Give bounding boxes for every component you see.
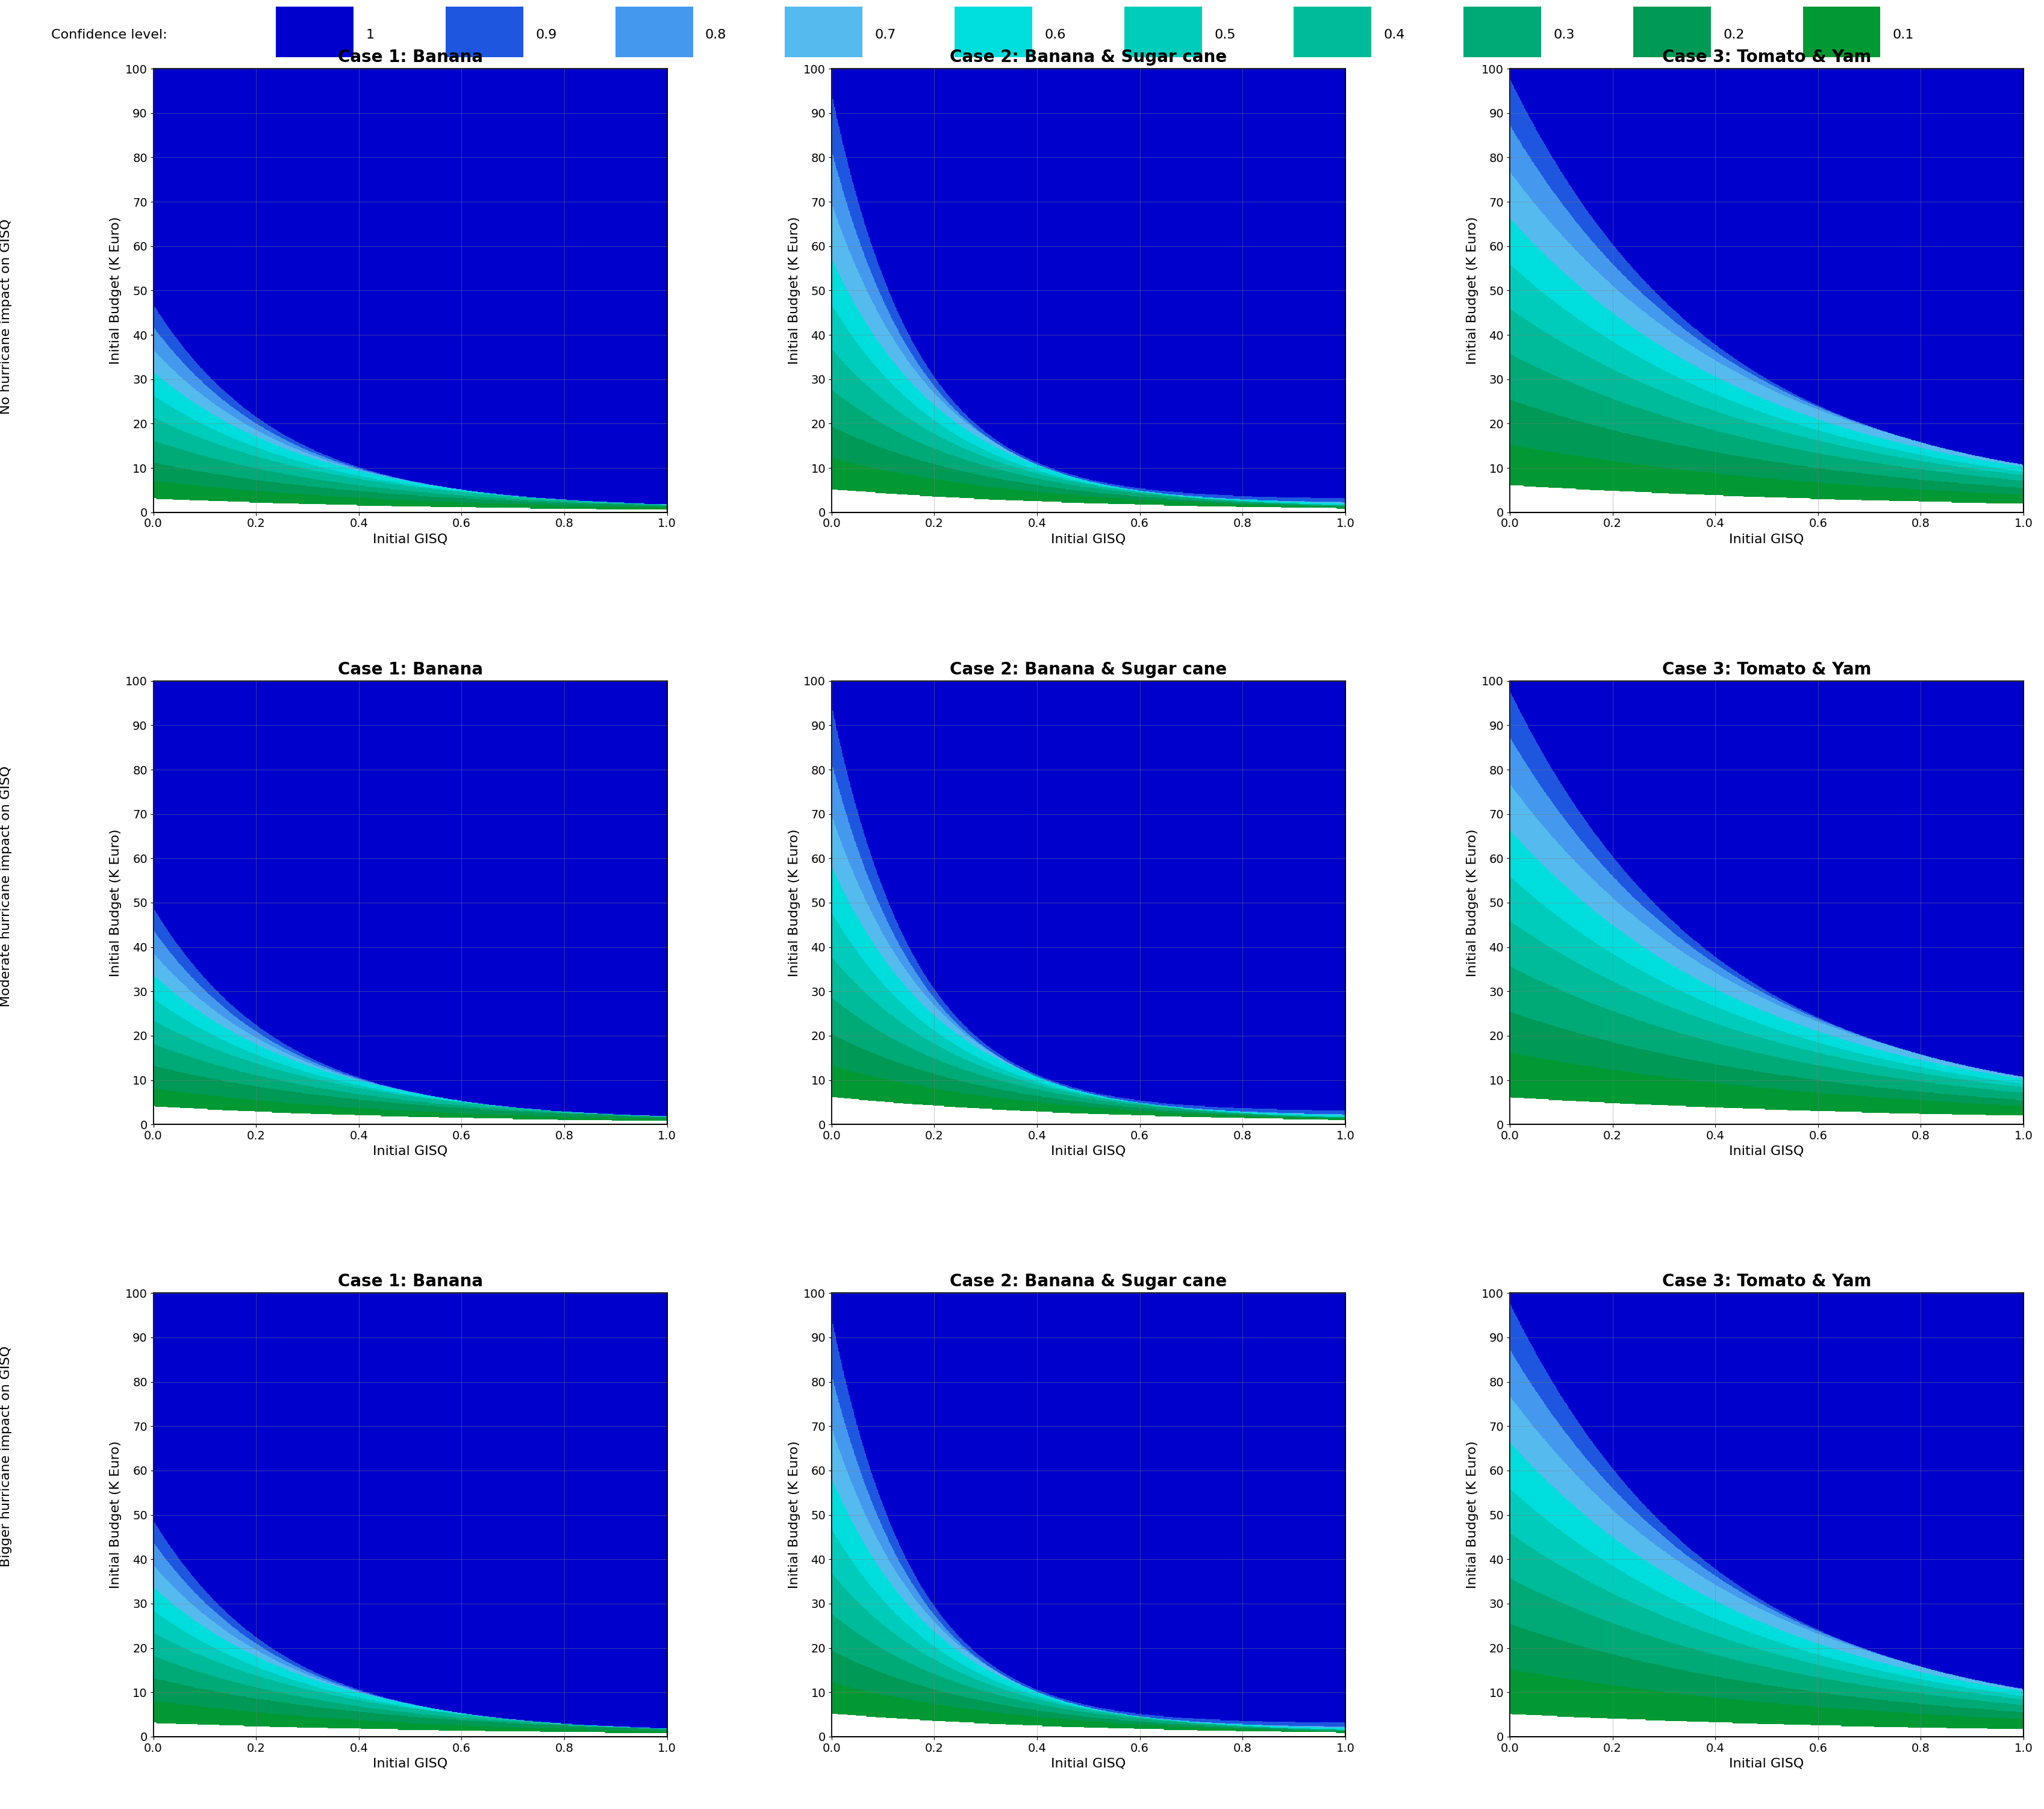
Text: 0.1: 0.1	[1893, 29, 1913, 42]
Text: 0.4: 0.4	[1384, 29, 1404, 42]
Bar	[1124, 5, 1202, 56]
Text: Confidence level:: Confidence level:	[51, 29, 168, 42]
X-axis label: Initial GISQ: Initial GISQ	[1729, 534, 1805, 545]
X-axis label: Initial GISQ: Initial GISQ	[372, 1757, 448, 1769]
X-axis label: Initial GISQ: Initial GISQ	[1729, 1757, 1805, 1769]
Text: Bigger hurricane impact on GISQ: Bigger hurricane impact on GISQ	[0, 1346, 12, 1567]
Title: Case 1: Banana: Case 1: Banana	[337, 49, 482, 65]
Bar	[1294, 5, 1372, 56]
Title: Case 2: Banana & Sugar cane: Case 2: Banana & Sugar cane	[950, 49, 1226, 65]
Title: Case 3: Tomato & Yam: Case 3: Tomato & Yam	[1662, 49, 1870, 65]
Bar	[446, 5, 523, 56]
Text: 0.2: 0.2	[1723, 29, 1744, 42]
Y-axis label: Initial Budget (K Euro): Initial Budget (K Euro)	[110, 217, 123, 364]
Bar	[955, 5, 1032, 56]
Bar	[785, 5, 863, 56]
Text: Moderate hurricane impact on GISQ: Moderate hurricane impact on GISQ	[0, 765, 12, 1008]
Text: 0.3: 0.3	[1553, 29, 1574, 42]
Y-axis label: Initial Budget (K Euro): Initial Budget (K Euro)	[789, 217, 799, 364]
Bar	[615, 5, 693, 56]
Y-axis label: Initial Budget (K Euro): Initial Budget (K Euro)	[789, 1442, 799, 1588]
Text: 0.7: 0.7	[875, 29, 895, 42]
Bar	[1633, 5, 1711, 56]
Text: No hurricane impact on GISQ: No hurricane impact on GISQ	[0, 219, 12, 414]
Y-axis label: Initial Budget (K Euro): Initial Budget (K Euro)	[1466, 829, 1478, 977]
Y-axis label: Initial Budget (K Euro): Initial Budget (K Euro)	[1466, 217, 1478, 364]
Title: Case 1: Banana: Case 1: Banana	[337, 660, 482, 678]
X-axis label: Initial GISQ: Initial GISQ	[372, 1145, 448, 1158]
Y-axis label: Initial Budget (K Euro): Initial Budget (K Euro)	[789, 829, 799, 977]
Title: Case 3: Tomato & Yam: Case 3: Tomato & Yam	[1662, 660, 1870, 678]
Bar	[1803, 5, 1880, 56]
X-axis label: Initial GISQ: Initial GISQ	[1729, 1145, 1805, 1158]
Text: 0.8: 0.8	[705, 29, 726, 42]
Title: Case 1: Banana: Case 1: Banana	[337, 1274, 482, 1290]
Text: 0.6: 0.6	[1044, 29, 1065, 42]
Title: Case 2: Banana & Sugar cane: Case 2: Banana & Sugar cane	[950, 1274, 1226, 1290]
X-axis label: Initial GISQ: Initial GISQ	[1051, 1145, 1126, 1158]
Title: Case 2: Banana & Sugar cane: Case 2: Banana & Sugar cane	[950, 660, 1226, 678]
Title: Case 3: Tomato & Yam: Case 3: Tomato & Yam	[1662, 1274, 1870, 1290]
X-axis label: Initial GISQ: Initial GISQ	[372, 534, 448, 545]
Text: 1: 1	[366, 29, 374, 42]
Y-axis label: Initial Budget (K Euro): Initial Budget (K Euro)	[1466, 1442, 1478, 1588]
Bar	[276, 5, 354, 56]
Y-axis label: Initial Budget (K Euro): Initial Budget (K Euro)	[110, 829, 123, 977]
Y-axis label: Initial Budget (K Euro): Initial Budget (K Euro)	[110, 1442, 123, 1588]
Text: 0.9: 0.9	[536, 29, 556, 42]
X-axis label: Initial GISQ: Initial GISQ	[1051, 534, 1126, 545]
Text: 0.5: 0.5	[1214, 29, 1235, 42]
Bar	[1464, 5, 1541, 56]
X-axis label: Initial GISQ: Initial GISQ	[1051, 1757, 1126, 1769]
